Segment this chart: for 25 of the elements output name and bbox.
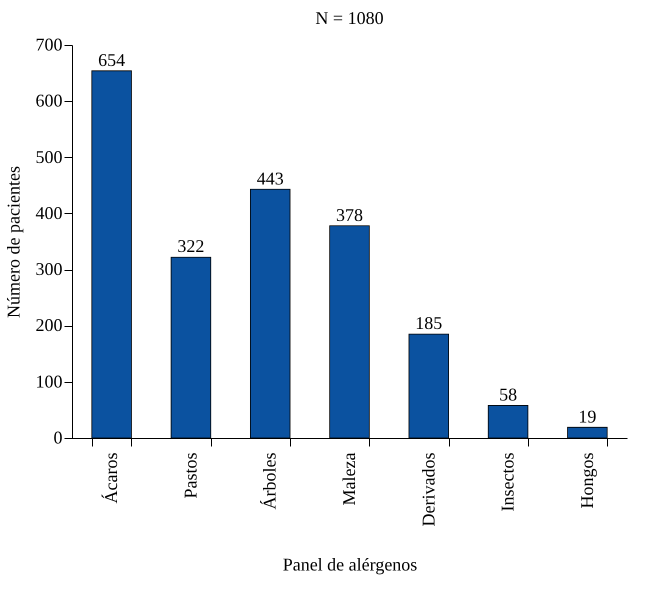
y-tick-label: 700 [36, 34, 62, 54]
y-tick-label: 300 [36, 259, 62, 280]
y-tick-label: 0 [54, 428, 62, 448]
y-tick-label: 100 [36, 371, 62, 392]
x-tick-label: Derivados [418, 452, 438, 526]
data-label: 378 [336, 204, 363, 225]
x-tick-label: Ácaros [101, 452, 122, 504]
data-label: 58 [499, 384, 518, 404]
y-tick-label: 500 [36, 146, 62, 167]
data-label: 185 [415, 313, 442, 334]
x-axis-title: Panel de alérgenos [282, 554, 418, 574]
y-tick-label: 200 [36, 315, 62, 336]
x-tick-label: Hongos [576, 452, 597, 509]
x-tick-label: Maleza [339, 452, 359, 506]
y-axis-title: Número de pacientes [4, 166, 24, 318]
data-label: 19 [578, 406, 596, 426]
x-tick-label: Árboles [260, 452, 280, 510]
y-tick-label: 400 [36, 202, 62, 223]
data-label: 322 [177, 236, 204, 256]
data-label: 654 [98, 50, 126, 70]
x-tick-label: Insectos [498, 452, 518, 512]
y-tick-label: 600 [36, 90, 62, 111]
chart-title: N = 1080 [315, 8, 384, 28]
x-tick-label: Pastos [180, 452, 200, 499]
data-label: 443 [256, 168, 284, 188]
